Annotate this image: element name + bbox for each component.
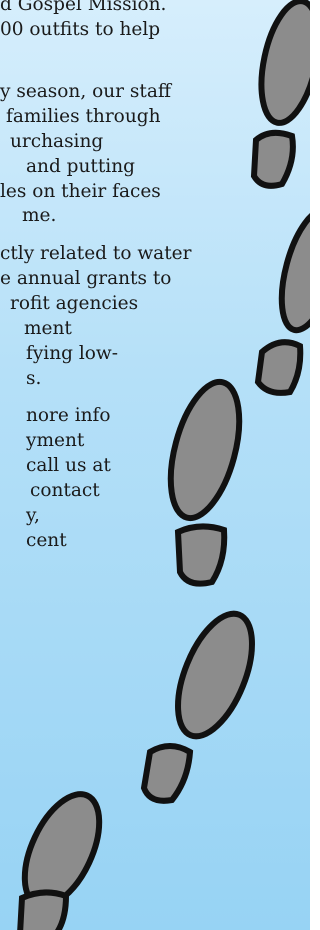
footprint	[258, 204, 310, 393]
text-line: ment	[24, 318, 72, 340]
text-line: rofit agencies	[10, 293, 138, 315]
footprint-sole	[163, 603, 267, 746]
footprint-sole	[158, 375, 252, 526]
footprint	[144, 603, 267, 800]
footprint-sole	[252, 0, 310, 128]
text-line: families through	[6, 106, 161, 128]
text-line: les on their faces	[0, 181, 161, 203]
text-line: contact	[30, 480, 100, 502]
footprint	[9, 783, 114, 930]
flyer-page: d Gospel Mission. 00 outfits to help y sea…	[0, 0, 310, 930]
footprint-heel	[258, 342, 300, 393]
text-line: nore info	[26, 405, 111, 427]
text-line: urchasing	[10, 131, 103, 153]
text-line: e annual grants to	[0, 268, 171, 290]
text-line: 00 outfits to help	[0, 19, 160, 41]
footprint	[158, 375, 252, 584]
text-line: fying low-	[26, 343, 118, 365]
text-line: and putting	[26, 156, 135, 178]
text-line: d Gospel Mission.	[0, 0, 166, 16]
text-line: s.	[26, 368, 41, 390]
footprint-heel	[144, 746, 190, 801]
text-line: cent	[26, 530, 67, 552]
footprint	[252, 0, 310, 186]
text-line: y season, our staff	[0, 81, 171, 103]
footprint-sole	[271, 204, 310, 336]
text-line: yment	[26, 430, 84, 452]
footprint-heel	[254, 133, 293, 186]
text-line: me.	[22, 205, 56, 227]
text-line: call us at	[26, 455, 111, 477]
footprint-heel	[178, 526, 224, 583]
text-line: y,	[26, 505, 40, 527]
footprint-heel	[20, 892, 66, 930]
text-line: ctly related to water	[0, 243, 191, 265]
